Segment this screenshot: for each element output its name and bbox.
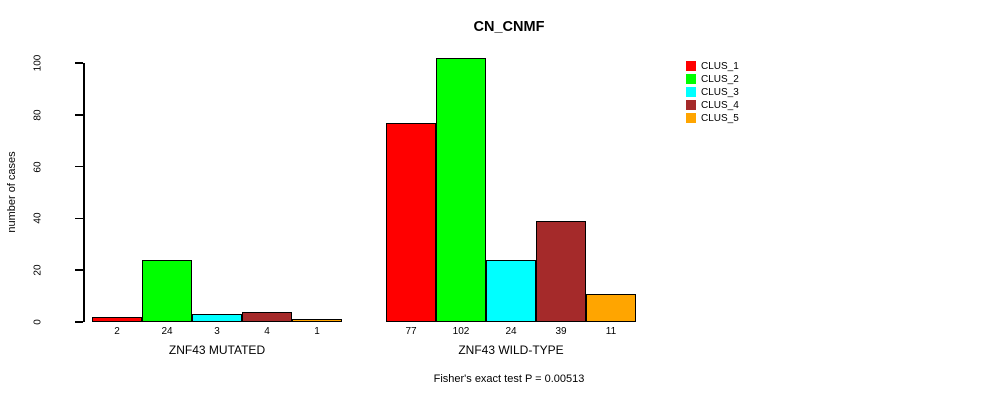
bar-clus_3 bbox=[486, 259, 536, 322]
bar-value-label: 77 bbox=[405, 326, 417, 337]
bar-clus_3 bbox=[192, 314, 242, 322]
bar-value-label: 102 bbox=[452, 326, 470, 337]
bar-clus_2 bbox=[436, 57, 486, 322]
y-axis-tick-label: 80 bbox=[32, 109, 44, 121]
bar-value-label: 39 bbox=[555, 326, 567, 337]
bar-clus_2 bbox=[142, 259, 192, 322]
legend-swatch-clus_2 bbox=[686, 74, 696, 84]
chart-title: CN_CNMF bbox=[473, 19, 545, 35]
y-axis-tick bbox=[75, 62, 83, 64]
y-axis-tick-label: 20 bbox=[32, 264, 44, 276]
bar-clus_4 bbox=[536, 220, 586, 322]
legend-label: CLUS_5 bbox=[701, 113, 739, 124]
legend-swatch-clus_3 bbox=[686, 87, 696, 97]
legend-label: CLUS_3 bbox=[701, 87, 739, 98]
bar-clus_4 bbox=[242, 311, 292, 322]
bar-clus_5 bbox=[586, 293, 636, 322]
legend-label: CLUS_2 bbox=[701, 74, 739, 85]
group-label: ZNF43 MUTATED bbox=[168, 343, 266, 357]
legend-swatch-clus_5 bbox=[686, 113, 696, 123]
legend-swatch-clus_1 bbox=[686, 61, 696, 71]
y-axis-title: number of cases bbox=[6, 151, 18, 233]
y-axis-tick-label: 60 bbox=[32, 161, 44, 173]
bar-value-label: 2 bbox=[114, 326, 120, 337]
stat-annotation: Fisher's exact test P = 0.00513 bbox=[433, 373, 585, 385]
bar-value-label: 4 bbox=[264, 326, 270, 337]
bar-value-label: 11 bbox=[605, 326, 617, 337]
bar-clus_5 bbox=[292, 319, 342, 322]
y-axis-tick-label: 100 bbox=[32, 54, 44, 72]
bar-value-label: 24 bbox=[161, 326, 173, 337]
y-axis-tick bbox=[75, 321, 83, 323]
y-axis-tick bbox=[75, 165, 83, 168]
y-axis-tick bbox=[75, 269, 83, 271]
bar-clus_1 bbox=[92, 316, 142, 322]
bar-value-label: 24 bbox=[505, 326, 517, 337]
y-axis-line bbox=[83, 63, 85, 322]
legend-label: CLUS_4 bbox=[701, 100, 739, 111]
y-axis-tick-label: 40 bbox=[32, 212, 44, 224]
y-axis-tick bbox=[75, 217, 83, 220]
bar-value-label: 1 bbox=[314, 326, 320, 337]
y-axis-tick-label: 0 bbox=[32, 319, 44, 325]
bar-value-label: 3 bbox=[214, 326, 220, 337]
legend-swatch-clus_4 bbox=[686, 100, 696, 110]
y-axis-tick bbox=[75, 114, 83, 116]
group-label: ZNF43 WILD-TYPE bbox=[458, 343, 564, 357]
bar-clus_1 bbox=[386, 122, 436, 322]
legend-label: CLUS_1 bbox=[701, 61, 739, 72]
